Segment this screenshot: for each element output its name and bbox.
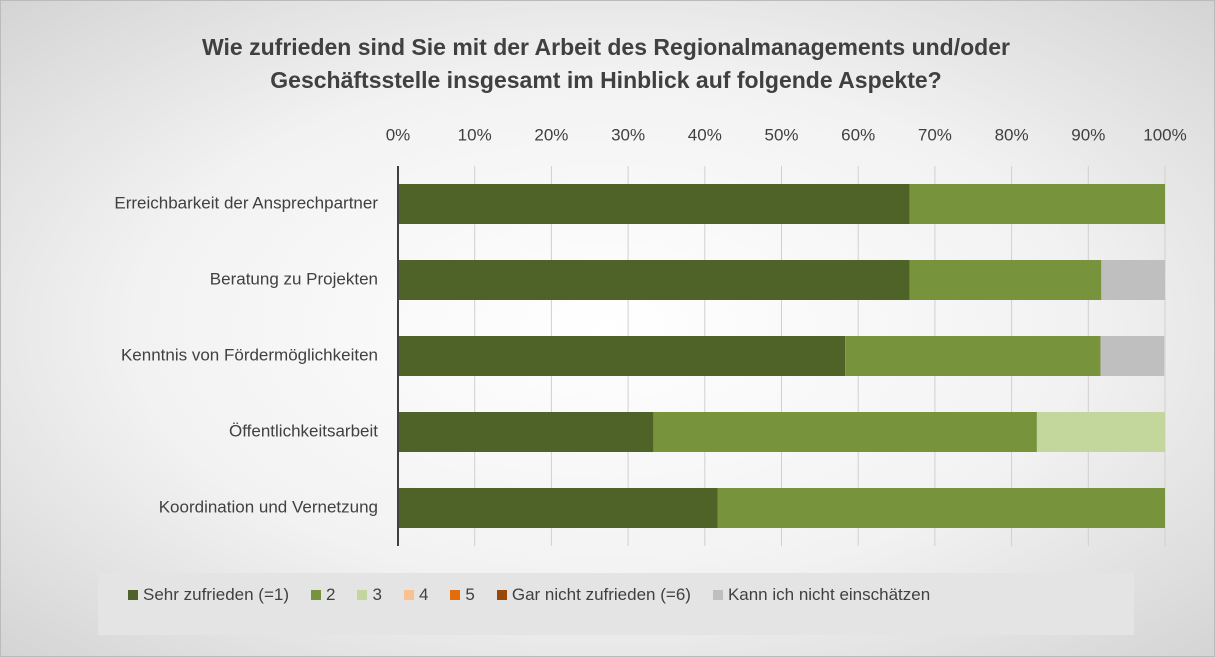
legend-label: Sehr zufrieden (=1) xyxy=(143,585,289,604)
legend-swatch xyxy=(496,590,507,600)
y-tick-label: Öffentlichkeitsarbeit xyxy=(229,421,378,440)
legend-label: 2 xyxy=(326,585,336,604)
y-tick-label: Erreichbarkeit der Ansprechpartner xyxy=(114,193,378,212)
legend-label: Kann ich nicht einschätzen xyxy=(727,585,931,604)
bar-segment xyxy=(1036,412,1165,452)
bar-segment xyxy=(1101,260,1165,300)
bar-segment xyxy=(845,336,1101,376)
legend-item: Sehr zufrieden (=1) xyxy=(128,585,289,605)
y-tick-label: Beratung zu Projekten xyxy=(210,269,378,288)
legend-item: 3 xyxy=(357,585,382,605)
legend-swatch xyxy=(712,590,723,600)
y-tick-label: Kenntnis von Fördermöglichkeiten xyxy=(121,345,378,364)
legend-item: 4 xyxy=(403,585,429,605)
legend-label: 4 xyxy=(418,585,429,604)
bar-segment xyxy=(653,412,1037,452)
x-tick-label: 70% xyxy=(918,125,952,144)
legend-swatch xyxy=(311,590,321,600)
x-tick-label: 10% xyxy=(458,125,492,144)
bar-segment xyxy=(398,488,718,528)
bar-segment xyxy=(398,184,910,224)
legend-label: 3 xyxy=(372,585,382,604)
x-tick-label: 20% xyxy=(534,125,568,144)
bar-segment xyxy=(717,488,1165,528)
legend-swatch xyxy=(128,590,138,600)
x-tick-label: 100% xyxy=(1143,125,1186,144)
x-tick-label: 0% xyxy=(386,125,411,144)
legend-label: Gar nicht zufrieden (=6) xyxy=(511,585,691,604)
bar-segment xyxy=(398,336,846,376)
bar-segment xyxy=(398,260,910,300)
legend: Sehr zufrieden (=1) 2 3 4 5 Gar nicht zufried… xyxy=(98,573,1134,635)
legend-item: Kann ich nicht einschätzen xyxy=(712,585,931,605)
bar-segment xyxy=(909,184,1165,224)
legend-item: Gar nicht zufrieden (=6) xyxy=(496,585,691,605)
x-tick-label: 50% xyxy=(764,125,798,144)
bar-segment xyxy=(909,260,1102,300)
legend-swatch xyxy=(450,590,461,600)
x-tick-label: 80% xyxy=(995,125,1029,144)
chart-title: Wie zufrieden sind Sie mit der Arbeit de… xyxy=(202,34,1010,93)
legend-swatch xyxy=(357,590,368,600)
legend-label: 5 xyxy=(465,585,475,604)
bar-segment xyxy=(1100,336,1165,376)
x-tick-label: 40% xyxy=(688,125,722,144)
legend-swatch xyxy=(403,590,414,600)
legend-item: 5 xyxy=(450,585,475,605)
x-tick-label: 60% xyxy=(841,125,875,144)
legend-item: 2 xyxy=(311,585,335,605)
x-tick-label: 90% xyxy=(1071,125,1105,144)
y-tick-label: Koordination und Vernetzung xyxy=(159,497,378,516)
x-tick-label: 30% xyxy=(611,125,645,144)
bar-segment xyxy=(398,412,654,452)
